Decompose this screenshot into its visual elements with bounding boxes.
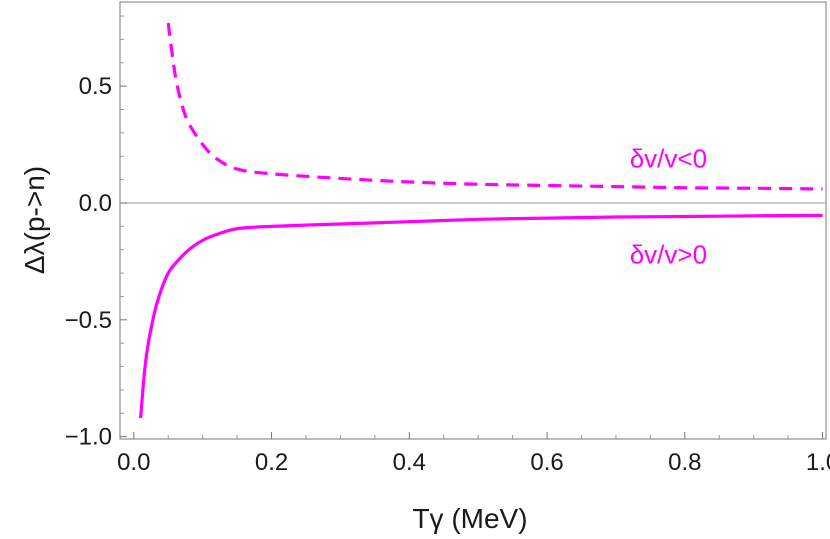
series-layer (139, 22, 823, 419)
x-axis-ticks: 0.0 0.2 0.4 0.6 0.8 1.0 (117, 432, 830, 476)
y-tick-label: −0.5 (65, 307, 112, 334)
y-axis-label: Δλ(p->n) (19, 166, 50, 274)
x-tick-label: 0.6 (530, 449, 563, 476)
series-annotation: δv/v<0 (630, 144, 707, 174)
x-tick-label: 0.8 (668, 449, 701, 476)
annotation-layer: δv/v<0 δv/v>0 (630, 144, 707, 270)
x-tick-label: 0.0 (117, 449, 150, 476)
series-annotation: δv/v>0 (630, 239, 707, 269)
y-tick-label: 0.0 (79, 190, 112, 217)
x-tick-label: 0.2 (255, 449, 288, 476)
y-tick-label: −1.0 (65, 424, 112, 451)
y-tick-label: 0.5 (79, 73, 112, 100)
series-line-dv-negative (166, 22, 823, 191)
series-line-dv-positive (139, 213, 823, 419)
x-tick-label: 1.0 (806, 449, 830, 476)
x-tick-label: 0.4 (393, 449, 426, 476)
x-axis-label: Tγ (MeV) (412, 503, 527, 534)
y-axis-ticks: −1.0 −0.5 0.0 0.5 (65, 15, 127, 451)
plot-frame (119, 1, 827, 440)
